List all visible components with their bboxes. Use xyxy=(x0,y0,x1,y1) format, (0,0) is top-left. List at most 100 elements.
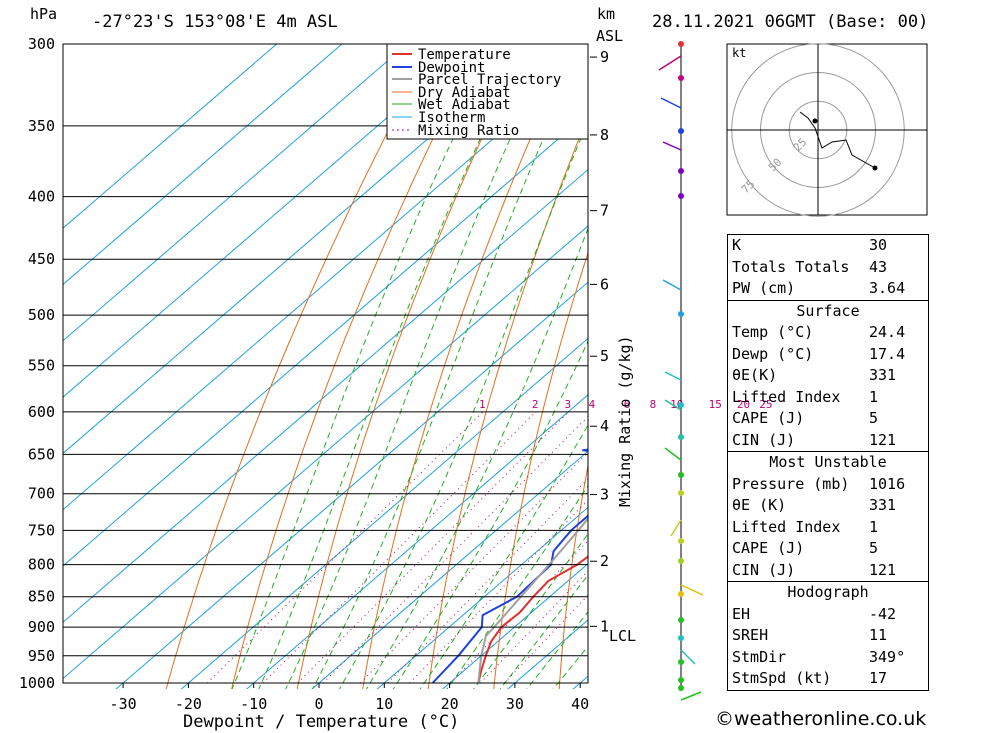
axes xyxy=(62,43,597,688)
pressure-label: 550 xyxy=(28,357,55,375)
indices-table: K 30 Totals Totals 43 PW (cm) 3.64 Surface Te… xyxy=(727,234,929,691)
wind-barb xyxy=(660,97,682,109)
mixing-ratio-line xyxy=(359,451,588,684)
isotherm-line xyxy=(63,44,278,229)
mixing-ratio-label: 3 xyxy=(565,398,572,411)
wet-adiabat-line xyxy=(365,227,588,689)
legend-wet-adiabat: Wet Adiabat xyxy=(418,97,511,113)
index-value: 331 xyxy=(869,496,897,514)
height-label: 5 xyxy=(600,347,609,365)
index-label: SREH xyxy=(732,626,769,644)
wet-adiabat-line xyxy=(311,44,586,689)
index-row: CAPE (J) 5 xyxy=(728,408,928,430)
pressure-label: 950 xyxy=(28,647,55,665)
wind-level-dot xyxy=(678,311,684,317)
index-row: SREH 11 xyxy=(728,625,928,647)
wind-level-dot xyxy=(678,617,684,623)
pressure-label: 850 xyxy=(28,588,55,606)
height-label: 6 xyxy=(600,275,609,293)
index-value: 5 xyxy=(869,539,879,557)
index-label: Lifted Index xyxy=(732,387,841,406)
mixing-ratio-axis-title: Mixing Ratio (g/kg) xyxy=(616,335,634,507)
credit-link[interactable]: ©weatheronline.co.uk xyxy=(715,708,927,730)
parcel-trajectory-line xyxy=(477,517,588,684)
wind-barb xyxy=(662,141,682,151)
index-value: 24.4 xyxy=(869,323,906,341)
mixing-ratio-line xyxy=(262,411,537,684)
lcl-label: LCL xyxy=(609,627,636,645)
index-label: Totals Totals xyxy=(732,257,850,276)
index-label: CIN (J) xyxy=(732,430,796,449)
pressure-label: 500 xyxy=(28,306,55,324)
location-title: -27°23'S 153°08'E 4m ASL xyxy=(92,12,338,32)
x-tick-label: -10 xyxy=(240,695,267,713)
legend-parcel: Parcel Trajectory xyxy=(418,72,561,88)
pressure-label: 750 xyxy=(28,521,55,539)
dry-adiabat-line xyxy=(994,7,1000,709)
index-label: CAPE (J) xyxy=(732,539,805,557)
datetime-title: 28.11.2021 06GMT (Base: 00) xyxy=(652,12,928,32)
isotherm-line xyxy=(63,44,474,398)
wind-barb xyxy=(664,399,682,411)
surface-title: Surface xyxy=(796,301,860,320)
index-row: θE (K) 331 xyxy=(728,495,928,517)
pressure-label: 600 xyxy=(28,403,55,421)
wind-barbs xyxy=(658,41,704,701)
index-label: CAPE (J) xyxy=(732,409,805,427)
wind-barb xyxy=(658,55,682,71)
legend-isotherm: Isotherm xyxy=(418,110,485,126)
index-label: StmDir xyxy=(732,647,787,666)
index-value: 121 xyxy=(869,430,897,449)
hodograph-unit: kt xyxy=(732,46,746,60)
wind-level-dot xyxy=(678,659,684,665)
legend-dry-adiabat: Dry Adiabat xyxy=(418,85,511,101)
index-value: 121 xyxy=(869,560,897,579)
index-label: θE (K) xyxy=(732,496,787,514)
index-label: StmSpd (kt) xyxy=(732,669,832,687)
index-value: 11 xyxy=(869,626,888,644)
index-value: -42 xyxy=(869,604,897,623)
x-axis-title: Dewpoint / Temperature (°C) xyxy=(183,712,459,732)
index-row: StmDir 349° xyxy=(728,647,928,669)
pressure-label: 400 xyxy=(28,188,55,206)
wind-level-dot xyxy=(678,635,684,641)
wind-barb xyxy=(680,584,704,596)
isotherm-line xyxy=(63,44,343,286)
wind-barb xyxy=(664,447,682,461)
hodograph-title: Hodograph xyxy=(787,583,869,601)
wind-barb xyxy=(670,519,682,537)
pressure-label: 700 xyxy=(28,485,55,503)
index-row: Temp (°C) 24.4 xyxy=(728,322,928,344)
x-tick-label: 10 xyxy=(375,695,393,713)
dry-adiabat-line xyxy=(362,44,573,689)
wind-level-dot xyxy=(678,193,684,199)
tick-labels: 1 2 3 4 6 8 10 15 20 2530035040045050055060065070… xyxy=(19,35,773,713)
index-row: CIN (J) 121 xyxy=(728,560,928,582)
mixing-ratio-line xyxy=(450,540,588,684)
index-value: 43 xyxy=(869,257,888,276)
pressure-label: 350 xyxy=(28,117,55,135)
mixing-ratio-label: 4 xyxy=(589,398,596,411)
index-row: CAPE (J) 5 xyxy=(728,538,928,560)
index-label: K xyxy=(732,236,742,254)
basic-indices: K 30 Totals Totals 43 PW (cm) 3.64 xyxy=(728,235,928,300)
pressure-label: 450 xyxy=(28,250,55,268)
wind-barb xyxy=(680,649,696,665)
wet-adiabat-line xyxy=(446,484,588,689)
index-row: CIN (J) 121 xyxy=(728,430,928,452)
pressure-unit: hPa xyxy=(30,5,57,23)
x-tick-label: 40 xyxy=(571,695,589,713)
dry-adiabat-line xyxy=(296,44,527,689)
hodograph-end-dot xyxy=(872,165,878,171)
index-row: Lifted Index 1 xyxy=(728,387,928,409)
wind-level-dot xyxy=(678,490,684,496)
wet-adiabat-line xyxy=(258,44,526,689)
pressure-label: 650 xyxy=(28,445,55,463)
dry-adiabat-line xyxy=(231,44,481,689)
index-value: 17 xyxy=(869,669,888,687)
index-label: Temp (°C) xyxy=(732,323,814,341)
wind-level-dot xyxy=(678,558,684,564)
index-row: θE(K) 331 xyxy=(728,365,928,387)
index-value: 5 xyxy=(869,409,879,427)
